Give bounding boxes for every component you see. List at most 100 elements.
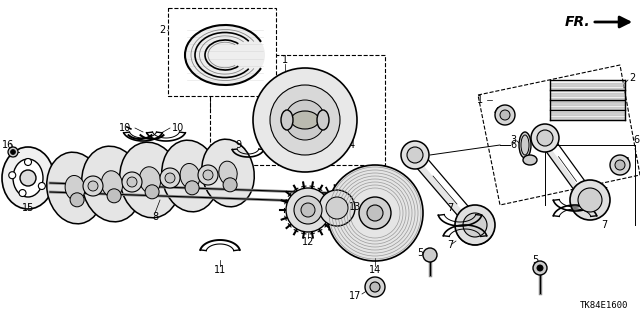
FancyBboxPatch shape — [210, 55, 385, 165]
Circle shape — [423, 248, 437, 262]
Text: 2: 2 — [159, 25, 165, 35]
Ellipse shape — [281, 110, 293, 130]
Circle shape — [165, 173, 175, 183]
Circle shape — [107, 189, 121, 203]
Circle shape — [455, 205, 495, 245]
Text: 10: 10 — [119, 123, 131, 133]
Polygon shape — [478, 65, 640, 205]
Ellipse shape — [202, 139, 254, 207]
Circle shape — [160, 168, 180, 188]
Ellipse shape — [82, 146, 142, 222]
Text: 18: 18 — [274, 143, 286, 153]
Circle shape — [401, 141, 429, 169]
Text: 3: 3 — [510, 135, 516, 145]
Text: 6: 6 — [510, 140, 516, 150]
Circle shape — [223, 178, 237, 192]
Ellipse shape — [519, 132, 531, 158]
Circle shape — [495, 105, 515, 125]
Circle shape — [285, 100, 325, 140]
Circle shape — [578, 188, 602, 212]
Circle shape — [463, 213, 487, 237]
Ellipse shape — [219, 161, 237, 185]
Text: 14: 14 — [369, 265, 381, 275]
Text: 2: 2 — [629, 73, 635, 83]
Circle shape — [537, 265, 543, 271]
Circle shape — [407, 147, 423, 163]
Circle shape — [70, 193, 84, 207]
Circle shape — [127, 177, 137, 187]
Text: 7: 7 — [601, 220, 607, 230]
Circle shape — [365, 277, 385, 297]
Circle shape — [8, 147, 18, 157]
Text: 16: 16 — [2, 140, 14, 150]
Circle shape — [203, 170, 213, 180]
Text: 6: 6 — [634, 135, 640, 145]
Circle shape — [610, 155, 630, 175]
Circle shape — [19, 189, 26, 197]
Circle shape — [319, 190, 355, 226]
Ellipse shape — [13, 159, 43, 197]
Text: FR.: FR. — [564, 15, 590, 29]
Ellipse shape — [521, 135, 529, 155]
Circle shape — [122, 172, 142, 192]
Ellipse shape — [317, 110, 329, 130]
FancyBboxPatch shape — [168, 8, 276, 96]
Text: 8: 8 — [152, 212, 158, 222]
Circle shape — [88, 181, 98, 191]
Polygon shape — [281, 148, 287, 162]
Text: 7: 7 — [447, 240, 453, 250]
Circle shape — [533, 261, 547, 275]
Text: 12: 12 — [302, 237, 314, 247]
Circle shape — [9, 172, 16, 179]
Circle shape — [20, 170, 36, 186]
Text: 13: 13 — [349, 202, 361, 212]
Text: 10: 10 — [172, 123, 184, 133]
Text: 15: 15 — [22, 203, 34, 213]
Circle shape — [286, 188, 330, 232]
Circle shape — [270, 85, 340, 155]
Circle shape — [83, 176, 103, 196]
Circle shape — [326, 197, 348, 219]
Ellipse shape — [47, 152, 103, 224]
Ellipse shape — [2, 147, 54, 209]
Ellipse shape — [65, 175, 85, 201]
Circle shape — [24, 159, 31, 166]
Text: 4: 4 — [257, 127, 263, 137]
Text: 4: 4 — [494, 107, 500, 117]
Circle shape — [185, 181, 199, 195]
Circle shape — [253, 68, 357, 172]
Circle shape — [537, 130, 553, 146]
Text: 1: 1 — [477, 95, 483, 105]
Ellipse shape — [523, 155, 537, 165]
Circle shape — [38, 182, 45, 189]
Text: 1: 1 — [201, 55, 207, 65]
Circle shape — [370, 282, 380, 292]
Ellipse shape — [120, 142, 180, 218]
Text: 1: 1 — [282, 55, 288, 65]
Circle shape — [327, 165, 423, 261]
Circle shape — [145, 185, 159, 199]
Text: 4: 4 — [624, 157, 630, 167]
Ellipse shape — [140, 167, 161, 193]
Text: 5: 5 — [417, 248, 423, 258]
Text: 7: 7 — [601, 187, 607, 197]
Circle shape — [198, 165, 218, 185]
Text: 9: 9 — [235, 140, 241, 150]
Circle shape — [294, 196, 322, 224]
Ellipse shape — [101, 171, 123, 197]
Circle shape — [570, 180, 610, 220]
Ellipse shape — [185, 25, 265, 85]
Ellipse shape — [162, 140, 218, 212]
Text: 3: 3 — [345, 125, 351, 135]
Text: TK84E1600: TK84E1600 — [580, 301, 628, 310]
Text: 11: 11 — [214, 265, 226, 275]
Text: 5: 5 — [532, 255, 538, 265]
Circle shape — [367, 205, 383, 221]
Circle shape — [531, 124, 559, 152]
Text: 7: 7 — [447, 203, 453, 213]
Circle shape — [500, 110, 510, 120]
Circle shape — [359, 197, 391, 229]
Ellipse shape — [291, 111, 319, 129]
Text: 17: 17 — [349, 291, 361, 301]
Ellipse shape — [180, 163, 200, 189]
